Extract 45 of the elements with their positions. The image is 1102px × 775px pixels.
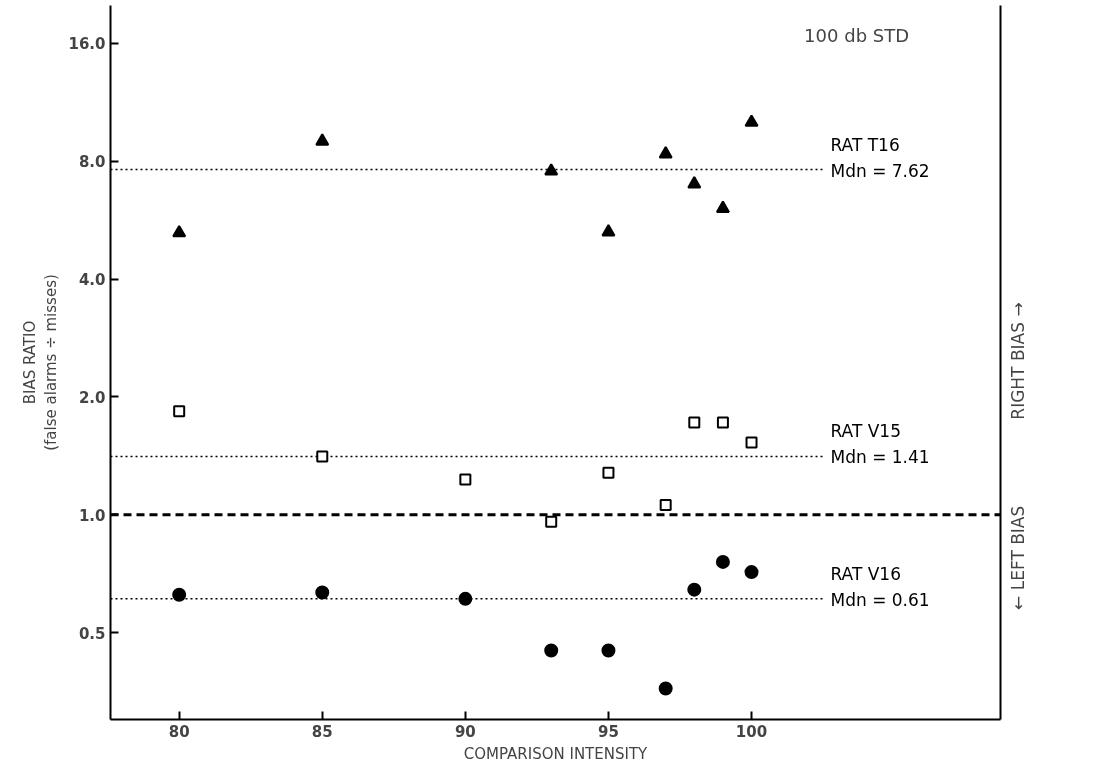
y-tick-label: 2.0 (78, 388, 106, 407)
point (544, 643, 559, 658)
x-tick-label: 80 (168, 722, 190, 741)
point (687, 176, 702, 189)
point (658, 146, 673, 159)
x-tick-label: 95 (598, 722, 619, 741)
point (744, 114, 759, 127)
text: ← LEFT BIAS (1008, 505, 1029, 610)
y-tick-label: 1.0 (78, 506, 106, 525)
point (687, 582, 702, 597)
point (458, 591, 473, 606)
point (545, 515, 558, 528)
point (716, 416, 729, 429)
point (315, 133, 330, 146)
point (715, 200, 730, 213)
point (745, 436, 758, 449)
ref-line-label: RAT V16 Mdn = 0.61 (830, 563, 930, 610)
point (601, 223, 616, 237)
ref-line-label: RAT V15 Mdn = 1.41 (830, 421, 930, 468)
text: RIGHT BIAS → (1008, 302, 1029, 420)
x-axis-title: COMPARISON INTENSITY (463, 744, 649, 763)
point (315, 585, 330, 600)
y-tick-label: 8.0 (78, 153, 106, 172)
point (658, 681, 673, 696)
point (316, 450, 329, 463)
y-axis-title: BIAS RATIO (false alarms ÷ misses) (20, 274, 61, 451)
point (659, 498, 672, 511)
x-tick-label: 90 (454, 722, 476, 741)
ref-line-label: RAT T16 Mdn = 7.62 (830, 134, 930, 181)
point (172, 224, 187, 238)
annotation: 100 db STD (804, 24, 910, 46)
point (601, 643, 616, 658)
point (459, 473, 472, 486)
point (688, 416, 701, 429)
point (173, 405, 186, 418)
point (544, 163, 559, 176)
y-tick-label: 16.0 (68, 35, 106, 54)
point (715, 554, 730, 569)
x-tick-label: 100 (735, 722, 768, 741)
point (602, 466, 615, 479)
point (172, 587, 187, 602)
y-tick-label: 0.5 (78, 624, 106, 643)
x-tick-label: 85 (311, 722, 333, 741)
point (744, 565, 759, 580)
y-tick-label: 4.0 (78, 271, 106, 290)
